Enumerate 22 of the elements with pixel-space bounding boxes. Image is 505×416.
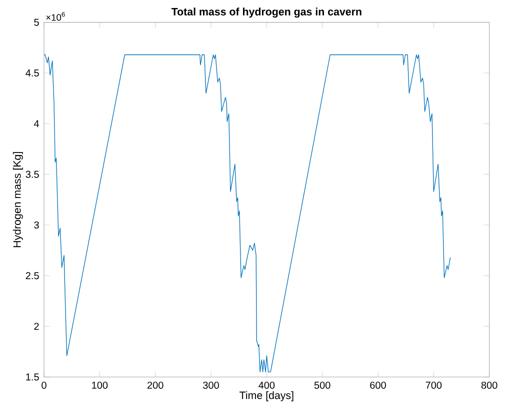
x-axis-title: Time [days]	[240, 391, 294, 402]
y-tick-label: 4	[34, 120, 40, 128]
line-series	[44, 54, 451, 372]
x-tick-label: 200	[148, 382, 164, 389]
x-tick-label: 100	[92, 382, 108, 389]
x-tick-label: 300	[203, 382, 219, 389]
y-axis-title: Hydrogen mass [Kg]	[12, 152, 23, 248]
x-tick-label: 500	[314, 382, 330, 389]
x-tick-label: 600	[370, 382, 386, 389]
x-tick-label: 0	[42, 382, 46, 389]
y-tick-label: 2	[34, 322, 39, 330]
y-tick-label: 4.5	[26, 70, 39, 76]
y-tick-label: 3	[34, 221, 39, 229]
text: ×10$^{6}$	[46, 12, 65, 21]
x-tick-label: 800	[481, 382, 498, 389]
x-tick-label: 400	[258, 382, 275, 389]
y-tick-label: 5	[34, 18, 39, 26]
chart-title: Total mass of hydrogen gas in cavern	[171, 8, 362, 18]
x-tick-label: 700	[426, 382, 442, 389]
y-tick-label: 1.5	[26, 374, 39, 380]
y-tick-label: 2.5	[26, 272, 39, 280]
y-tick-label: 3.5	[26, 170, 39, 178]
